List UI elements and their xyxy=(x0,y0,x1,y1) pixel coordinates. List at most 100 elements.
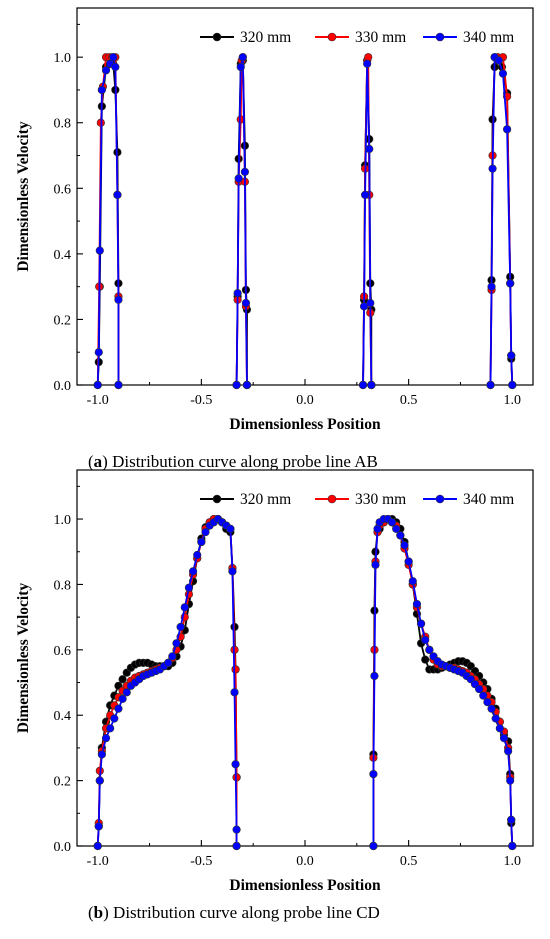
data-point xyxy=(172,639,181,648)
data-point xyxy=(101,66,111,75)
data-point xyxy=(111,62,120,72)
legend-label: 320 mm xyxy=(240,491,291,508)
data-point xyxy=(487,704,496,713)
y-axis-label-cd: Dimensionless Velocity xyxy=(15,583,32,734)
data-point xyxy=(94,822,103,831)
data-point xyxy=(231,665,240,674)
data-point xyxy=(114,295,123,304)
data-point xyxy=(507,351,516,360)
x-tick-label: -1.0 xyxy=(87,393,109,408)
data-point xyxy=(488,164,497,173)
data-point xyxy=(122,688,131,697)
y-tick-label: 0.8 xyxy=(54,578,72,593)
series-line xyxy=(362,62,373,386)
x-tick-label: 0.5 xyxy=(400,393,418,408)
data-point xyxy=(404,557,413,566)
data-point xyxy=(387,518,397,527)
data-point xyxy=(94,348,103,357)
y-tick-label: 1.0 xyxy=(54,513,72,528)
data-point xyxy=(366,298,375,308)
series-line xyxy=(372,518,514,847)
data-point xyxy=(479,691,488,700)
series-line xyxy=(372,518,514,847)
data-point xyxy=(508,380,517,390)
data-point xyxy=(93,841,102,851)
y-tick-label: 0.2 xyxy=(54,775,72,790)
data-point xyxy=(197,537,206,547)
legend-marker xyxy=(212,494,222,504)
data-point xyxy=(487,282,496,291)
data-point xyxy=(475,684,484,694)
legend-marker xyxy=(435,494,445,504)
data-point xyxy=(232,841,241,851)
legend-label: 340 mm xyxy=(463,491,514,508)
data-point xyxy=(421,635,430,645)
series-line xyxy=(489,56,514,386)
data-point xyxy=(110,714,119,723)
y-tick-label: 0.0 xyxy=(54,840,72,855)
data-point xyxy=(232,380,241,390)
series-line xyxy=(96,56,120,386)
data-point xyxy=(114,380,123,390)
data-point xyxy=(168,652,177,661)
legend-marker xyxy=(435,32,445,42)
data-point xyxy=(193,550,202,560)
y-tick-label: 0.6 xyxy=(54,644,72,659)
data-point xyxy=(233,289,242,298)
data-point xyxy=(408,577,417,586)
data-point xyxy=(498,69,508,78)
data-point xyxy=(114,704,123,713)
series-340-mm xyxy=(93,514,517,851)
chart-panel-ab: -1.0 -0.5 0.0 0.5 1.0 0.0 0.2 0.4 0.6 0.8 1.0 Dimen… xyxy=(15,7,534,433)
data-point xyxy=(164,658,173,668)
data-point xyxy=(228,567,237,576)
y-tick-label: 0.4 xyxy=(54,248,72,263)
data-point xyxy=(236,62,245,72)
data-point xyxy=(95,776,104,785)
x-axis-label-cd: Dimensionless Position xyxy=(229,877,381,894)
data-point xyxy=(113,190,122,199)
series-320-mm xyxy=(93,56,517,390)
y-tick-label: 0.0 xyxy=(54,379,72,394)
data-point xyxy=(396,531,405,540)
data-point xyxy=(118,694,127,703)
data-point xyxy=(506,776,515,785)
data-point xyxy=(494,56,503,65)
x-tick-label: 0.0 xyxy=(296,393,314,408)
data-point xyxy=(483,698,492,707)
legend-marker xyxy=(327,494,337,504)
data-point xyxy=(358,380,368,390)
legend-marker xyxy=(327,32,337,42)
data-point xyxy=(101,733,111,743)
y-tick-label: 0.2 xyxy=(54,313,72,328)
data-point xyxy=(242,380,252,390)
data-point xyxy=(118,675,127,684)
data-point xyxy=(486,380,495,390)
data-point xyxy=(241,298,251,308)
data-point xyxy=(238,53,247,62)
x-tick-label: 0.0 xyxy=(296,854,314,869)
legend-label: 340 mm xyxy=(463,29,514,46)
data-point xyxy=(201,528,210,537)
data-point xyxy=(495,724,504,733)
chart-caption-cd: (b) Distribution curve along probe line … xyxy=(88,903,380,922)
legend-ab: 320 mm 330 mm 340 mm xyxy=(200,29,514,46)
data-point xyxy=(97,750,106,759)
data-point xyxy=(499,733,509,743)
y-axis-label-ab: Dimensionless Velocity xyxy=(15,121,32,272)
data-point xyxy=(106,724,115,733)
data-point xyxy=(232,825,241,834)
data-point xyxy=(93,380,102,390)
data-point xyxy=(226,524,235,533)
data-point xyxy=(97,85,106,95)
series-330-mm xyxy=(93,514,517,851)
data-point xyxy=(176,622,185,632)
data-point xyxy=(234,174,243,183)
plot-frame-ab xyxy=(76,7,534,386)
data-point xyxy=(421,655,430,664)
series-line xyxy=(372,518,514,847)
data-point xyxy=(361,190,370,199)
series-340-mm xyxy=(93,53,517,390)
series-320-mm xyxy=(93,514,517,851)
